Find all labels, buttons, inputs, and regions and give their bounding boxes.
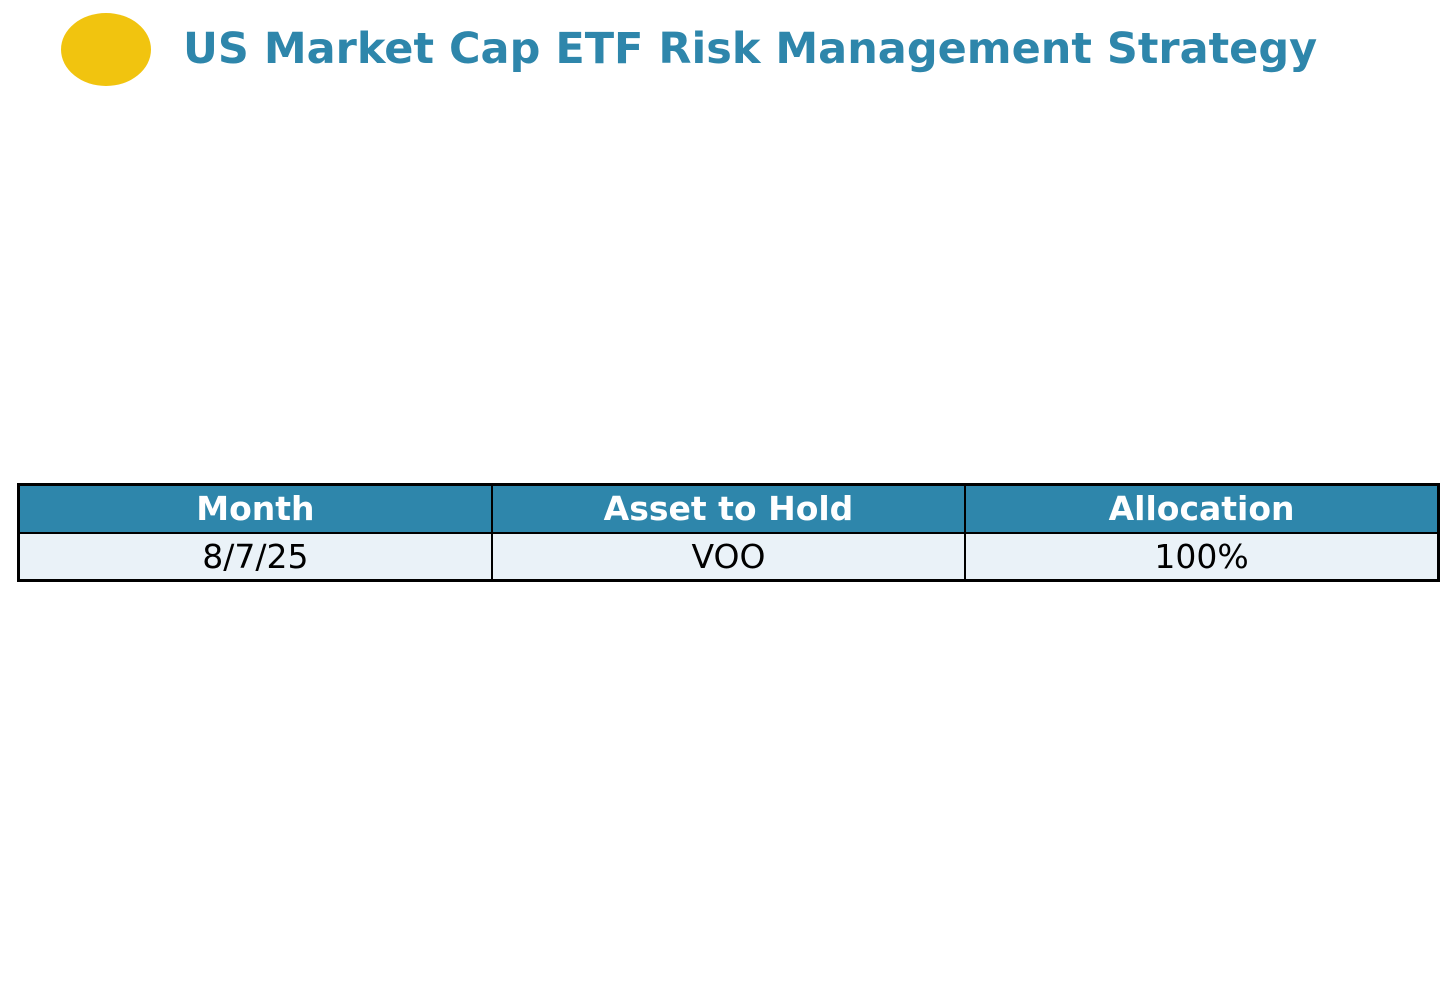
table-header-row: Month Asset to Hold Allocation: [17, 483, 1440, 534]
cell-allocation: 100%: [964, 531, 1440, 582]
strategy-table: Month Asset to Hold Allocation 8/7/25 VO…: [17, 483, 1440, 582]
cell-asset-to-hold: VOO: [490, 531, 967, 582]
table-row: 8/7/25 VOO 100%: [17, 531, 1440, 582]
column-header-allocation: Allocation: [964, 483, 1440, 534]
cell-month: 8/7/25: [17, 531, 493, 582]
logo-ellipse-icon: [61, 13, 151, 86]
column-header-month: Month: [17, 483, 493, 534]
page-title: US Market Cap ETF Risk Management Strate…: [183, 24, 1318, 74]
column-header-asset-to-hold: Asset to Hold: [490, 483, 967, 534]
